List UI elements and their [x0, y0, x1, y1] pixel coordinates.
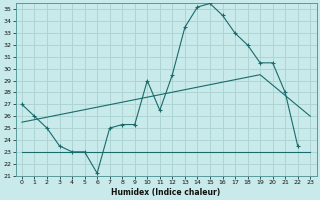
- X-axis label: Humidex (Indice chaleur): Humidex (Indice chaleur): [111, 188, 221, 197]
